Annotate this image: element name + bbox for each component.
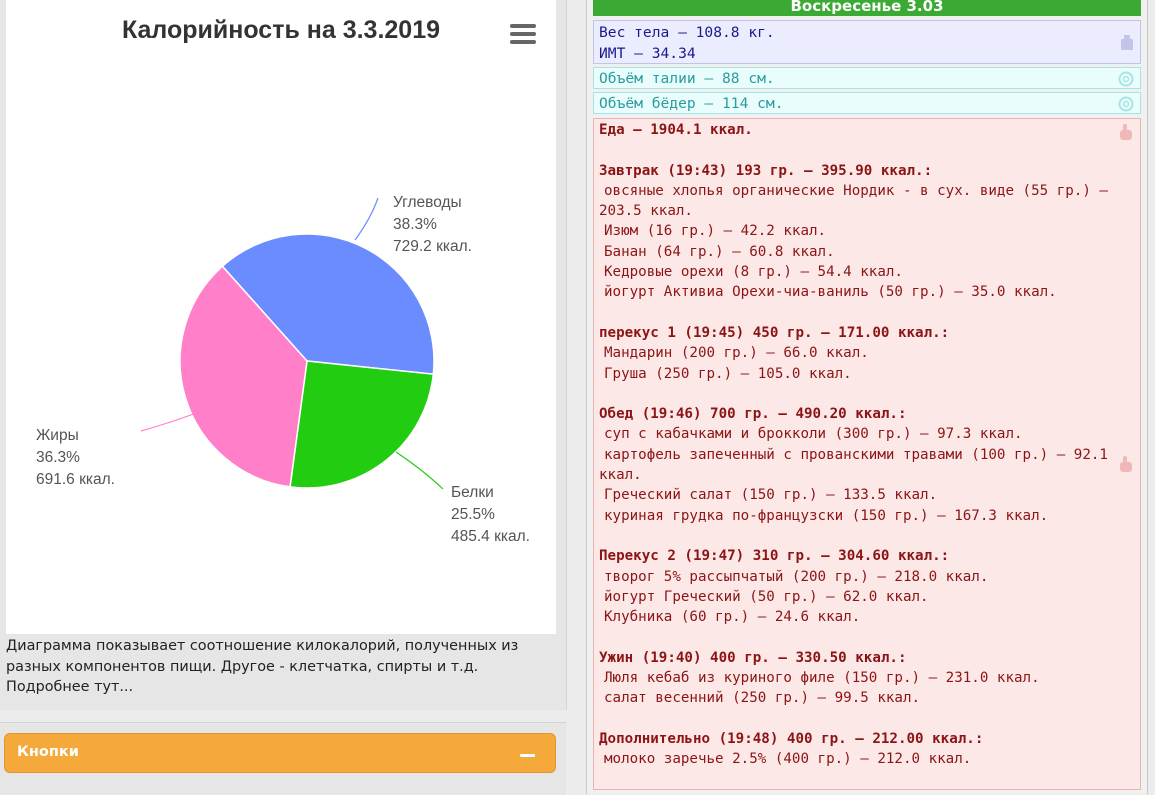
slice-label-name: Углеводы <box>393 194 462 211</box>
caption-line: Диаграмма показывает соотношение килокал… <box>6 638 519 654</box>
food-item[interactable]: Груша (250 гр.) — 105.0 ккал. <box>604 365 852 382</box>
caption-line: разных компонентов пищи. Другое - клетча… <box>6 658 479 675</box>
slice-label-kcal: 729.2 ккал. <box>393 238 472 255</box>
food-item[interactable]: овсяные хлопья органические Нордик - в с… <box>604 182 1108 199</box>
chart-caption: Диаграмма показывает соотношение килокал… <box>6 636 556 698</box>
chart-panel: Калорийность на 3.3.2019 Углеводы 38.3% 72… <box>0 0 567 710</box>
day-header: Воскресенье 3.03 <box>593 0 1141 16</box>
hamburger-menu-icon[interactable] <box>506 18 540 50</box>
scale-icon[interactable] <box>1120 33 1134 51</box>
food-item[interactable]: йогурт Активиа Орехи-чиа-ваниль (50 гр.)… <box>604 284 1057 301</box>
buttons-accordion-header[interactable]: Кнопки <box>4 733 556 773</box>
food-lines: Еда — 1904.1 ккал. Завтрак (19:43) 193 гр… <box>599 120 1140 770</box>
food-total[interactable]: Еда — 1904.1 ккал. <box>599 122 753 138</box>
day-panel: Воскресенье 3.03 Вес тела — 108.8 кг. ИМ… <box>586 0 1148 794</box>
hand-pointer-icon[interactable] <box>1118 455 1134 473</box>
meal-header[interactable]: Перекус 2 (19:47) 310 гр. — 304.60 ккал.… <box>599 548 950 565</box>
food-item[interactable]: Греческий салат (150 гр.) — 133.5 ккал. <box>604 487 938 504</box>
spacer <box>599 709 1140 729</box>
tape-measure-icon[interactable] <box>1118 71 1134 87</box>
pie-chart: Калорийность на 3.3.2019 Углеводы 38.3% 72… <box>36 16 540 545</box>
food-item[interactable]: творог 5% рассыпчатый (200 гр.) — 218.0 … <box>604 568 989 585</box>
meal-header[interactable]: перекус 1 (19:45) 450 гр. — 171.00 ккал.… <box>599 324 950 341</box>
bmi-value: ИМТ — 34.34 <box>599 45 696 62</box>
buttons-label: Кнопки <box>17 744 79 760</box>
meal-header[interactable]: Завтрак (19:43) 193 гр. — 395.90 ккал.: <box>599 162 933 179</box>
weight-value: Вес тела — 108.8 кг. <box>599 24 775 41</box>
meal-header[interactable]: Обед (19:46) 700 гр. — 490.20 ккал.: <box>599 406 907 423</box>
slice-label-kcal: 691.6 ккал. <box>36 471 115 488</box>
spacer <box>599 526 1140 546</box>
spacer <box>599 384 1140 404</box>
food-item[interactable]: салат весенний (250 гр.) — 99.5 ккал. <box>604 690 921 707</box>
food-item[interactable]: Кедровые орехи (8 гр.) — 54.4 ккал. <box>604 264 903 281</box>
slice-label-name: Белки <box>451 484 494 501</box>
food-item[interactable]: Люля кебаб из куриного филе (150 гр.) — … <box>604 670 1040 687</box>
slice-label-percent: 36.3% <box>36 449 80 466</box>
food-item-continuation[interactable]: ккал. <box>599 467 642 484</box>
tape-measure-icon[interactable] <box>1118 96 1134 112</box>
minus-icon[interactable] <box>520 754 535 757</box>
food-item[interactable]: Клубника (60 гр.) — 24.6 ккал. <box>604 609 861 626</box>
pie-slice[interactable] <box>221 233 435 376</box>
slice-label-percent: 38.3% <box>393 216 437 233</box>
food-item[interactable]: куриная грудка по-французски (150 гр.) —… <box>604 507 1049 524</box>
pie-chart-container: Калорийность на 3.3.2019 Углеводы 38.3% 72… <box>6 0 556 634</box>
chart-title: Калорийность на 3.3.2019 <box>122 16 440 44</box>
hand-pointer-icon[interactable] <box>1118 123 1134 141</box>
waist-value: Объём талии — 88 см. <box>599 70 775 87</box>
weight-box[interactable]: Вес тела — 108.8 кг. ИМТ — 34.34 <box>593 20 1141 64</box>
food-item[interactable]: йогурт Греческий (50 гр.) — 62.0 ккал. <box>604 588 929 605</box>
slice-label-kcal: 485.4 ккал. <box>451 528 530 545</box>
slice-connector-line <box>395 451 444 490</box>
food-item[interactable]: Банан (64 гр.) — 60.8 ккал. <box>604 243 835 260</box>
food-item[interactable]: суп с кабачками и брокколи (300 гр.) — 9… <box>604 426 1023 443</box>
hips-box[interactable]: Объём бёдер — 114 см. <box>593 92 1141 114</box>
slice-connector-line <box>354 197 379 241</box>
pie-slice[interactable] <box>179 265 308 488</box>
waist-box[interactable]: Объём талии — 88 см. <box>593 67 1141 89</box>
slice-label-name: Жиры <box>36 427 79 444</box>
hips-value: Объём бёдер — 114 см. <box>599 95 784 112</box>
spacer <box>599 627 1140 647</box>
food-item[interactable]: молоко заречье 2.5% (400 гр.) — 212.0 кк… <box>604 751 972 768</box>
food-item[interactable]: Изюм (16 гр.) — 42.2 ккал. <box>604 223 827 240</box>
meal-header[interactable]: Ужин (19:40) 400 гр. — 330.50 ккал.: <box>599 649 907 666</box>
food-log: Еда — 1904.1 ккал. Завтрак (19:43) 193 гр… <box>593 118 1141 790</box>
meal-header[interactable]: Дополнительно (19:48) 400 гр. — 212.00 к… <box>599 730 984 747</box>
food-item[interactable]: Мандарин (200 гр.) — 66.0 ккал. <box>604 345 869 362</box>
food-item-continuation[interactable]: 203.5 ккал. <box>599 203 693 220</box>
food-item[interactable]: картофель запеченный с прованскими трава… <box>604 446 1108 463</box>
buttons-section: Кнопки <box>0 722 566 795</box>
spacer <box>599 303 1140 323</box>
slice-connector-line <box>140 412 197 432</box>
pie-slice[interactable] <box>289 360 435 489</box>
more-link[interactable]: Подробнее тут... <box>6 679 134 695</box>
spacer <box>599 140 1140 160</box>
slice-label-percent: 25.5% <box>451 506 495 523</box>
